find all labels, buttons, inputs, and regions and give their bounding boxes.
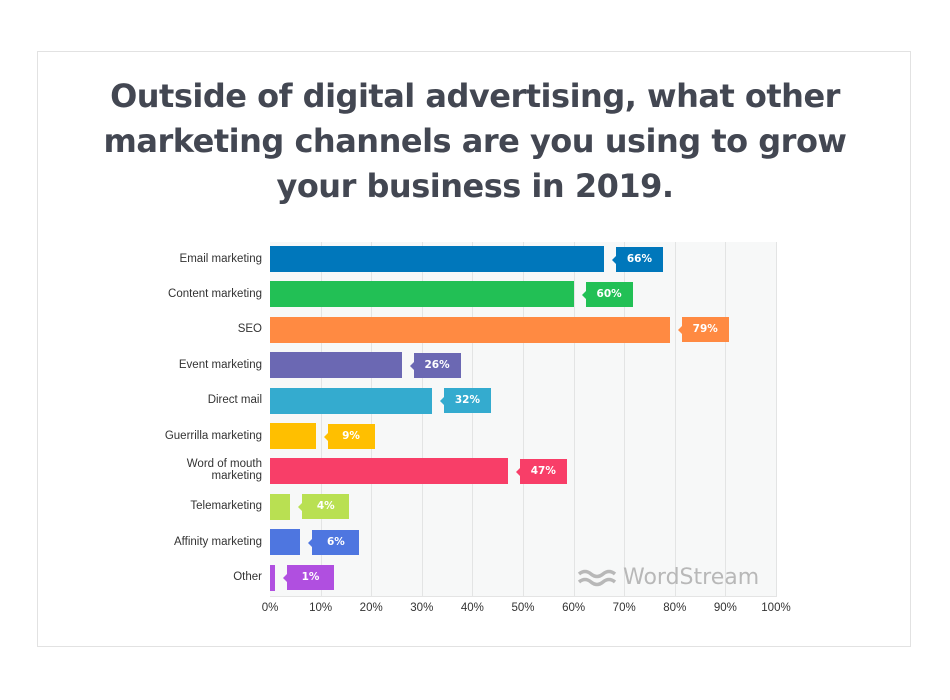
gridline [321,242,322,596]
brand-name: WordStream [623,565,760,590]
value-label: 9% [323,423,375,449]
category-label: SEO [122,323,262,335]
value-label: 32% [439,388,491,414]
wordstream-logo: WordStream [577,565,759,590]
gridline [725,242,726,596]
x-tick-label: 80% [663,602,687,614]
wordstream-wave-icon [577,569,617,586]
bar [270,316,670,343]
gridline [675,242,676,596]
x-tick-label: 50% [511,602,535,614]
bar [270,493,291,520]
value-label: 6% [308,529,360,555]
value-label: 26% [409,352,461,378]
category-label-line: Telemarketing [190,500,262,513]
category-label-line: marketing [211,470,263,483]
gridline [574,242,575,596]
value-label: 4% [298,494,350,520]
category-label: Direct mail [122,394,262,406]
category-label-line: Email marketing [179,252,262,265]
x-tick-label: 40% [460,602,484,614]
category-label: Word of mouth marketing [122,458,262,482]
bar [270,246,604,272]
category-label: Email marketing [122,253,262,265]
bar [270,352,402,379]
title-line-3: your business in 2019. [276,167,674,205]
category-label-line: Event marketing [178,358,262,371]
bar [270,387,432,414]
gridline [523,242,524,596]
gridline [624,242,625,596]
category-label: Telemarketing [122,500,262,512]
category-label: Affinity marketing [122,536,262,548]
value-label: 79% [677,317,729,343]
bar [270,529,301,556]
bar [270,281,574,308]
gridline [371,242,372,596]
x-tick-label: 10% [309,602,333,614]
gridline [776,242,777,596]
bar [270,458,508,485]
gridline [422,242,423,596]
x-tick-label: 70% [612,602,636,614]
category-label: Content marketing [122,288,262,300]
title-line-1: Outside of digital advertising, what oth… [110,77,840,115]
value-label: 47% [515,458,567,484]
value-label: 1% [283,565,335,591]
x-tick-label: 90% [713,602,737,614]
title-line-2: marketing channels are you using to grow [103,122,847,160]
category-label-line: Word of mouth [186,458,262,471]
category-label: Other [122,571,262,583]
category-label: Event marketing [122,359,262,371]
category-label-line: Affinity marketing [174,535,262,548]
x-tick-label: 0% [261,602,279,614]
category-label-line: Other [233,571,262,584]
category-label: Guerrilla marketing [122,430,262,442]
x-tick-label: 100% [761,602,791,614]
x-tick-label: 30% [410,602,434,614]
category-label-line: Guerrilla marketing [164,429,262,442]
category-label-line: Content marketing [168,287,262,300]
value-label: 66% [611,246,663,272]
category-label-line: SEO [237,323,262,336]
bar [270,564,276,591]
value-label: 60% [581,281,633,307]
gridline [472,242,473,596]
chart-title: Outside of digital advertising, what oth… [60,74,890,209]
x-tick-label: 20% [359,602,383,614]
x-tick-label: 60% [562,602,586,614]
bar [270,423,316,449]
category-label-line: Direct mail [207,394,262,407]
